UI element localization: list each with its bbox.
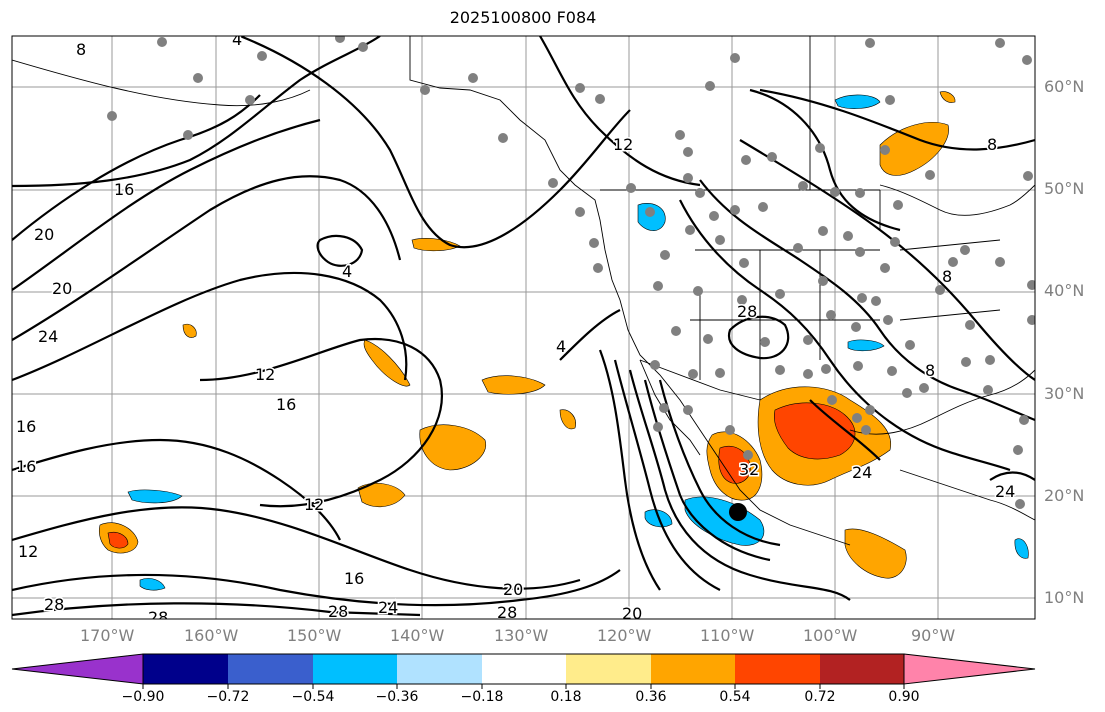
contour-label: 4 (556, 337, 566, 356)
colorbar-frame (142, 653, 905, 685)
fill-region-pacific-c (481, 375, 546, 395)
colorbar-segment (482, 654, 566, 684)
contour-label: 16 (16, 457, 36, 476)
lat-label-10n: 10°N (1044, 588, 1085, 607)
fill-region-mexico-core (718, 445, 751, 484)
colorbar-tick-label: −0.54 (291, 689, 335, 705)
contour-label: 28 (148, 608, 168, 627)
colorbar-segment (820, 654, 904, 684)
colorbar-tick-label: 0.36 (635, 689, 667, 705)
colorbar-segment (735, 654, 820, 684)
fill-region-tropics (844, 528, 907, 579)
colorbar (11, 653, 1036, 689)
contour-label: 12 (255, 365, 275, 384)
fill-region-caribbean-neg (1014, 538, 1029, 559)
fill-region-gulf-neg (847, 339, 885, 352)
contour-label: 8 (942, 267, 952, 286)
colorbar-tick-label: −0.36 (375, 689, 419, 705)
contour-label: 12 (613, 135, 633, 154)
contour-label: 8 (987, 135, 997, 154)
fill-region-small-2 (559, 409, 576, 430)
lon-label-120w: 120°W (597, 626, 652, 645)
map-background (12, 36, 1035, 619)
fill-region-hudson-neg (834, 94, 881, 109)
fill-region-hudson (879, 122, 949, 176)
lon-label-170w: 170°W (80, 626, 135, 645)
colorbar-segment (313, 654, 397, 684)
contour-label: 8 (925, 361, 935, 380)
colorbar-tick-label: −0.18 (460, 689, 504, 705)
fill-region-small-3 (939, 91, 956, 103)
fill-region-pacnw-neg (637, 202, 666, 231)
fill-region-west-core (107, 531, 129, 549)
contour-label: 16 (16, 417, 36, 436)
low-center-marker (729, 503, 747, 521)
lon-label-150w: 150°W (287, 626, 342, 645)
contour-label: 28 (328, 602, 348, 621)
lat-label-40n: 40°N (1044, 281, 1085, 300)
positive-fill-regions (98, 91, 956, 579)
colorbar-tick-label: −0.72 (206, 689, 250, 705)
station-markers (107, 36, 1035, 509)
contour-label: 16 (114, 180, 134, 199)
lon-label-90w: 90°W (911, 626, 956, 645)
contour-label: 12 (18, 542, 38, 561)
contour-label: 20 (34, 225, 54, 244)
lat-label-20n: 20°N (1044, 486, 1085, 505)
fill-region-small-1 (182, 323, 197, 338)
contour-label: 4 (232, 30, 242, 49)
contour-label: 32 (739, 460, 759, 479)
coastlines (12, 36, 1035, 546)
colorbar-segment (228, 654, 313, 684)
contour-label: 12 (304, 495, 324, 514)
fill-region-gulf-core (773, 402, 856, 460)
graticule (12, 36, 1035, 619)
fill-region-pacific-a (419, 424, 487, 471)
fill-region-west-neg (127, 489, 183, 504)
map-frame (11, 35, 1036, 620)
map-title: 2025100800 F084 (449, 8, 597, 27)
fill-region-pacific-b (363, 339, 411, 387)
contour-label: 24 (378, 598, 398, 617)
colorbar-segment (566, 654, 651, 684)
colorbar-min-extend (11, 653, 144, 685)
contour-label: 20 (52, 279, 72, 298)
colorbar-tick-label: 0.18 (550, 689, 582, 705)
contour-label: 24 (852, 463, 872, 482)
lon-label-140w: 140°W (390, 626, 445, 645)
contour-label: 28 (497, 603, 517, 622)
contour-label: 20 (622, 604, 642, 623)
lat-label-30n: 30°N (1044, 384, 1085, 403)
colorbar-segment (651, 654, 735, 684)
colorbar-segment (143, 654, 228, 684)
contour-label: 16 (276, 395, 296, 414)
contour-label: 28 (44, 595, 64, 614)
lon-label-110w: 110°W (700, 626, 755, 645)
colorbar-tick-label: 0.90 (888, 689, 920, 705)
contour-lines (12, 36, 1035, 617)
contour-label: 4 (342, 262, 352, 281)
contour-label: 28 (737, 302, 757, 321)
colorbar-segment (397, 654, 482, 684)
contour-labels: 8 4 16 20 20 24 4 12 16 12 16 16 12 16 2… (15, 30, 1017, 627)
colorbar-tick-label: 0.54 (719, 689, 751, 705)
lon-label-130w: 130°W (494, 626, 549, 645)
contour-label: 24 (995, 482, 1015, 501)
lon-label-160w: 160°W (184, 626, 239, 645)
fill-region-small-neg (139, 578, 166, 591)
lat-label-60n: 60°N (1044, 77, 1085, 96)
contour-label: 8 (76, 40, 86, 59)
contour-label: 20 (503, 580, 523, 599)
colorbar-max-extend (903, 653, 1036, 685)
colorbar-tick-label: −0.90 (121, 689, 165, 705)
lat-label-50n: 50°N (1044, 179, 1085, 198)
contour-label: 16 (344, 569, 364, 588)
colorbar-tick-label: 0.72 (804, 689, 836, 705)
lon-label-100w: 100°W (803, 626, 858, 645)
contour-label: 24 (38, 327, 58, 346)
